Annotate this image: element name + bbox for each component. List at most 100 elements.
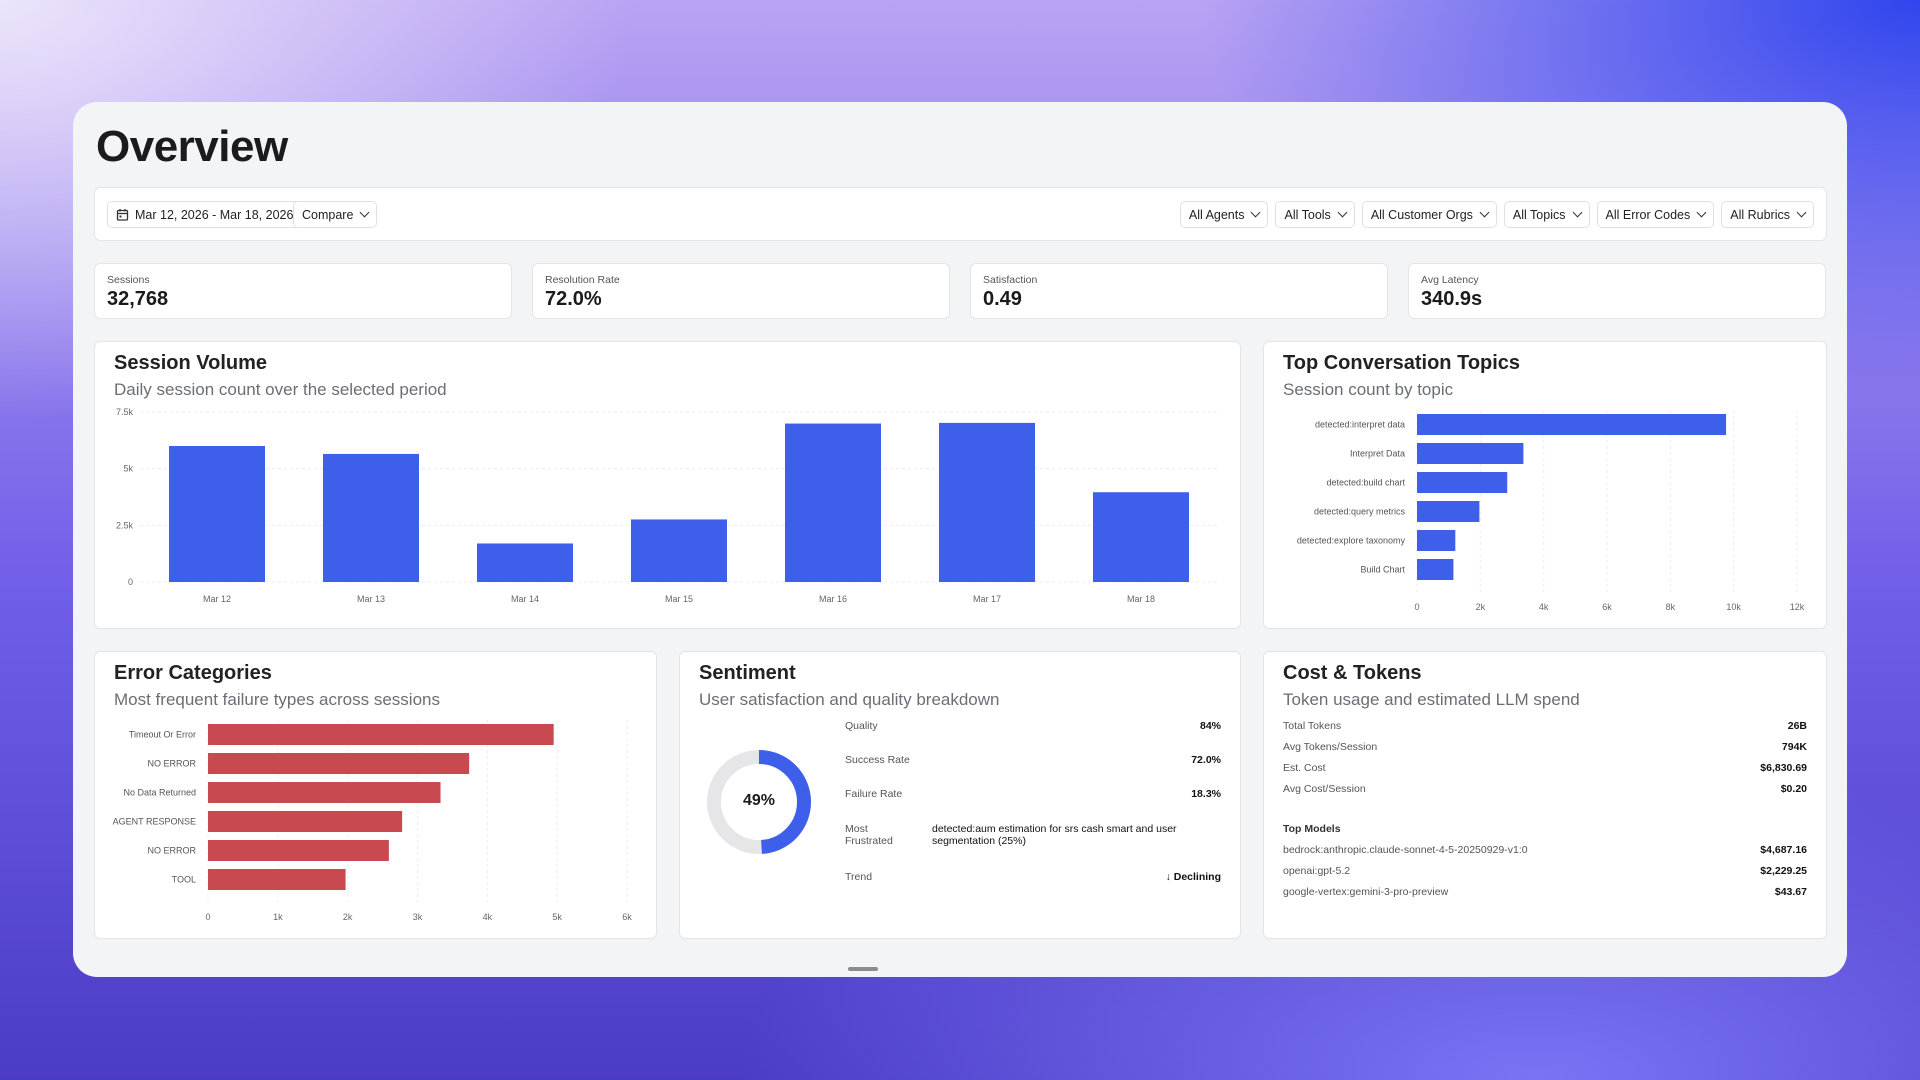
bar[interactable] — [1417, 501, 1480, 522]
category-label: NO ERROR — [147, 846, 196, 856]
date-range-picker[interactable]: Mar 12, 2026 - Mar 18, 2026 — [107, 201, 303, 228]
sentiment-panel: Sentiment User satisfaction and quality b… — [679, 651, 1241, 939]
session-volume-chart: 0 2.5k 5k 7.5k Mar 12 Mar 13 Mar 14 Mar 15 Mar 1… — [116, 407, 1218, 604]
row-label: Success Rate — [845, 754, 910, 766]
trend-value: ↓ Declining — [1165, 871, 1221, 883]
bar[interactable] — [208, 840, 389, 861]
resize-handle[interactable] — [848, 967, 878, 971]
kpi-card: Satisfaction 0.49 — [970, 263, 1388, 319]
filter-label: All Rubrics — [1730, 207, 1790, 222]
x-tick-label: 3k — [413, 912, 423, 922]
compare-button[interactable]: Compare — [293, 201, 378, 228]
stat-row: bedrock:anthropic.claude-sonnet-4-5-2025… — [1283, 844, 1807, 856]
category-label: detected:explore taxonomy — [1297, 536, 1406, 546]
stat-row: Avg Cost/Session $0.20 — [1283, 783, 1807, 795]
bar[interactable] — [1417, 443, 1524, 464]
row-label: Est. Cost — [1283, 762, 1326, 774]
bar[interactable] — [169, 446, 265, 582]
bar[interactable] — [323, 453, 419, 582]
category-label: AGENT RESPONSE — [113, 817, 196, 827]
filter-bar: Mar 12, 2026 - Mar 18, 2026 Compare All … — [94, 187, 1827, 241]
row-value: $4,687.16 — [1760, 844, 1807, 856]
filter-dropdown[interactable]: All Topics — [1503, 201, 1590, 228]
row-label: bedrock:anthropic.claude-sonnet-4-5-2025… — [1283, 844, 1528, 856]
session-volume-panel: Session Volume Daily session count over t… — [94, 341, 1241, 629]
topics-chart: 0 2k 4k 6k 8k 10k 12k detected:interpret data In… — [1297, 410, 1805, 612]
row-label: Trend — [845, 871, 873, 883]
kpi-label: Satisfaction — [983, 274, 1038, 286]
x-tick-label: Mar 13 — [357, 594, 385, 604]
panel-title: Session Volume — [114, 352, 268, 374]
category-label: detected:build chart — [1326, 478, 1405, 488]
row-value: 18.3% — [1191, 788, 1221, 800]
bar[interactable] — [1417, 414, 1727, 435]
row-value: 84% — [1199, 720, 1221, 732]
bar[interactable] — [477, 543, 573, 582]
chevron-down-icon — [1696, 207, 1707, 218]
stat-row: Total Tokens 26B — [1283, 720, 1807, 732]
stat-row: Success Rate 72.0% — [845, 754, 1221, 766]
x-tick-label: 2k — [343, 912, 353, 922]
category-label: NO ERROR — [147, 759, 196, 769]
row-value: 26B — [1787, 720, 1807, 732]
row-label: Quality — [845, 720, 878, 732]
bar[interactable] — [939, 422, 1035, 582]
x-tick-label: 8k — [1666, 602, 1676, 612]
errors-chart: 0 1k 2k 3k 4k 5k 6k Timeout Or Error NO ERROR No … — [113, 720, 632, 922]
date-range-label: Mar 12, 2026 - Mar 18, 2026 — [135, 207, 294, 222]
x-tick-label: 0 — [1414, 602, 1419, 612]
panel-subtitle: User satisfaction and quality breakdown — [699, 690, 1000, 709]
bar[interactable] — [208, 869, 346, 890]
bar[interactable] — [785, 423, 881, 582]
kpi-label: Avg Latency — [1421, 274, 1479, 286]
panel-subtitle: Most frequent failure types across sessi… — [114, 690, 440, 709]
filter-dropdown[interactable]: All Error Codes — [1596, 201, 1715, 228]
category-label: Interpret Data — [1350, 449, 1405, 459]
category-label: detected:interpret data — [1315, 420, 1405, 430]
donut-label: 49% — [742, 792, 776, 809]
y-tick-label: 7.5k — [116, 407, 134, 417]
y-tick-label: 2.5k — [116, 520, 134, 530]
x-tick-label: 4k — [483, 912, 493, 922]
filter-label: All Tools — [1284, 207, 1331, 222]
chevron-down-icon — [1796, 207, 1807, 218]
y-tick-label: 0 — [128, 577, 133, 587]
row-label: google-vertex:gemini-3-pro-preview — [1283, 886, 1449, 898]
x-tick-label: 4k — [1539, 602, 1549, 612]
filter-dropdown[interactable]: All Tools — [1275, 201, 1355, 228]
x-tick-label: 1k — [273, 912, 283, 922]
chevron-down-icon — [1337, 207, 1348, 218]
filter-label: All Error Codes — [1605, 207, 1691, 222]
filter-dropdown[interactable]: All Rubrics — [1721, 201, 1814, 228]
x-tick-label: Mar 12 — [203, 594, 231, 604]
filter-dropdown[interactable]: All Agents — [1179, 201, 1269, 228]
overview-window: Overview Mar 12, 2026 - Mar 18, 2026 Com… — [73, 102, 1847, 977]
kpi-value: 340.9s — [1421, 288, 1483, 310]
category-label: No Data Returned — [123, 788, 196, 798]
bar[interactable] — [1093, 492, 1189, 582]
row-value: $43.67 — [1774, 886, 1807, 898]
bar[interactable] — [1417, 559, 1454, 580]
bar[interactable] — [208, 811, 403, 832]
kpi-card: Sessions 32,768 — [94, 263, 512, 319]
page-title: Overview — [96, 122, 288, 171]
kpi-label: Resolution Rate — [545, 274, 620, 286]
bar[interactable] — [1417, 472, 1508, 493]
bar[interactable] — [631, 519, 727, 582]
compare-label: Compare — [302, 207, 354, 222]
row-label: Failure Rate — [845, 788, 903, 800]
stat-row: Avg Tokens/Session 794K — [1283, 741, 1807, 753]
filter-dropdown[interactable]: All Customer Orgs — [1361, 201, 1497, 228]
chevron-down-icon — [1479, 207, 1490, 218]
x-tick-label: 5k — [552, 912, 562, 922]
bar[interactable] — [208, 782, 441, 803]
x-tick-label: 6k — [1602, 602, 1612, 612]
stat-row: Quality 84% — [845, 720, 1221, 732]
row-value: detected:aum estimation for srs cash sma… — [932, 823, 1177, 847]
x-tick-label: 0 — [205, 912, 210, 922]
bar[interactable] — [1417, 530, 1456, 551]
x-tick-label: Mar 15 — [665, 594, 693, 604]
bar[interactable] — [208, 753, 470, 774]
bar[interactable] — [208, 724, 554, 745]
stat-row: Est. Cost $6,830.69 — [1283, 762, 1807, 774]
